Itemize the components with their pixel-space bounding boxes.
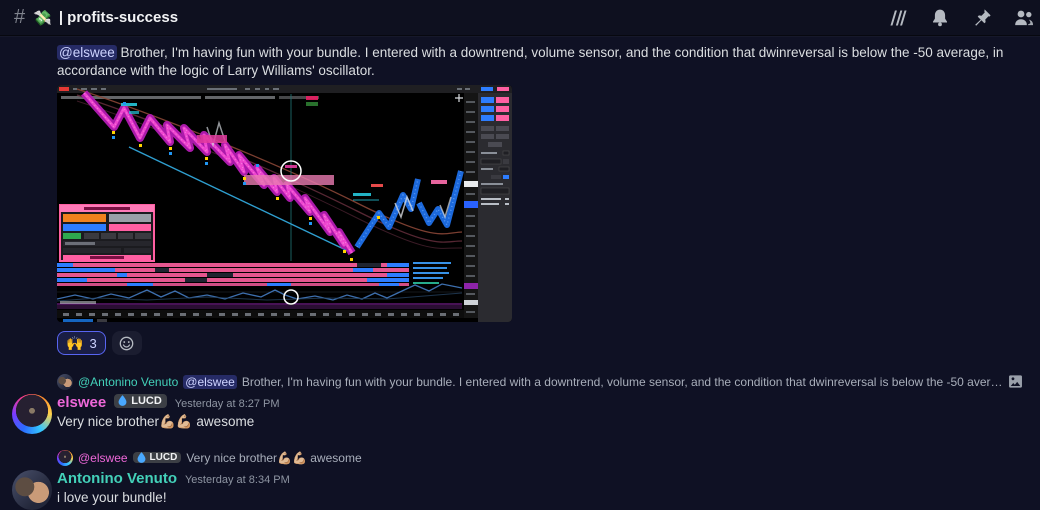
- droplet-icon: [137, 451, 146, 463]
- reply-preview: Brother, I'm having fun with your bundle…: [241, 375, 1003, 389]
- avatar-elswee[interactable]: [12, 394, 52, 434]
- header-toolbar: [888, 8, 1034, 28]
- chart-attachment[interactable]: [57, 85, 512, 322]
- chat-messages: @elswee Brother, I'm having fun with you…: [0, 36, 1040, 510]
- smiley-icon: [119, 336, 134, 350]
- image-attachment-icon: [1008, 374, 1024, 390]
- tradingview-chart-screenshot: [57, 85, 512, 322]
- channel-emoji: 💸: [33, 9, 52, 27]
- reply-preview: Very nice brother💪🏼💪🏼 awesome: [186, 451, 362, 465]
- add-reaction-button[interactable]: [111, 331, 142, 355]
- reply-author[interactable]: @Antonino Venuto: [78, 375, 179, 389]
- reply-avatar-elswee: [57, 450, 73, 466]
- reply-author[interactable]: @elswee: [78, 451, 128, 465]
- message-1-text: @elswee Brother, I'm having fun with you…: [57, 44, 1009, 80]
- reaction-pill[interactable]: 🙌 3: [57, 331, 106, 355]
- message-2-header: elswee LUCD Yesterday at 8:27 PM: [57, 393, 1024, 411]
- members-icon[interactable]: [1014, 8, 1034, 28]
- reactions-row: 🙌 3: [57, 331, 1024, 355]
- reaction-count: 3: [89, 335, 97, 351]
- avatar-antonino[interactable]: [12, 470, 52, 510]
- reply-mention-elswee[interactable]: @elswee: [183, 375, 237, 389]
- timestamp-1: Yesterday at 8:27 PM: [174, 398, 280, 410]
- message-3-header: Antonino Venuto Yesterday at 8:34 PM: [57, 470, 1024, 487]
- message-3: @elswee LUCD Very nice brother💪🏼💪🏼 aweso…: [0, 448, 1040, 510]
- lucd-badge-small: LUCD: [132, 451, 182, 463]
- channel-hash-icon: #: [14, 6, 26, 28]
- raised-hands-emoji: 🙌: [66, 335, 84, 351]
- username-elswee[interactable]: elswee: [57, 394, 107, 411]
- reply-avatar-antonino: [57, 374, 73, 390]
- pin-icon[interactable]: [972, 8, 992, 28]
- message-1-body: Brother, I'm having fun with your bundle…: [57, 45, 1004, 78]
- message-1: @elswee Brother, I'm having fun with you…: [0, 44, 1040, 355]
- threads-icon[interactable]: [888, 8, 908, 28]
- message-2: @Antonino Venuto @elswee Brother, I'm ha…: [0, 372, 1040, 434]
- channel-name: | profits-success: [58, 9, 179, 26]
- badge-label: LUCD: [131, 394, 162, 407]
- channel-header: # 💸 | profits-success: [0, 0, 1040, 36]
- notifications-icon[interactable]: [930, 8, 950, 28]
- message-3-text: i love your bundle!: [57, 490, 167, 505]
- message-2-text: Very nice brother💪🏼💪🏼 awesome: [57, 414, 255, 429]
- reply-context-2[interactable]: @elswee LUCD Very nice brother💪🏼💪🏼 aweso…: [57, 448, 1024, 468]
- username-antonino[interactable]: Antonino Venuto: [57, 470, 177, 487]
- droplet-icon: [118, 395, 127, 406]
- lucd-badge: LUCD: [114, 393, 167, 408]
- mention-elswee[interactable]: @elswee: [57, 45, 117, 60]
- badge-label: LUCD: [149, 451, 178, 463]
- reply-context-1[interactable]: @Antonino Venuto @elswee Brother, I'm ha…: [57, 372, 1024, 392]
- timestamp-2: Yesterday at 8:34 PM: [184, 474, 290, 486]
